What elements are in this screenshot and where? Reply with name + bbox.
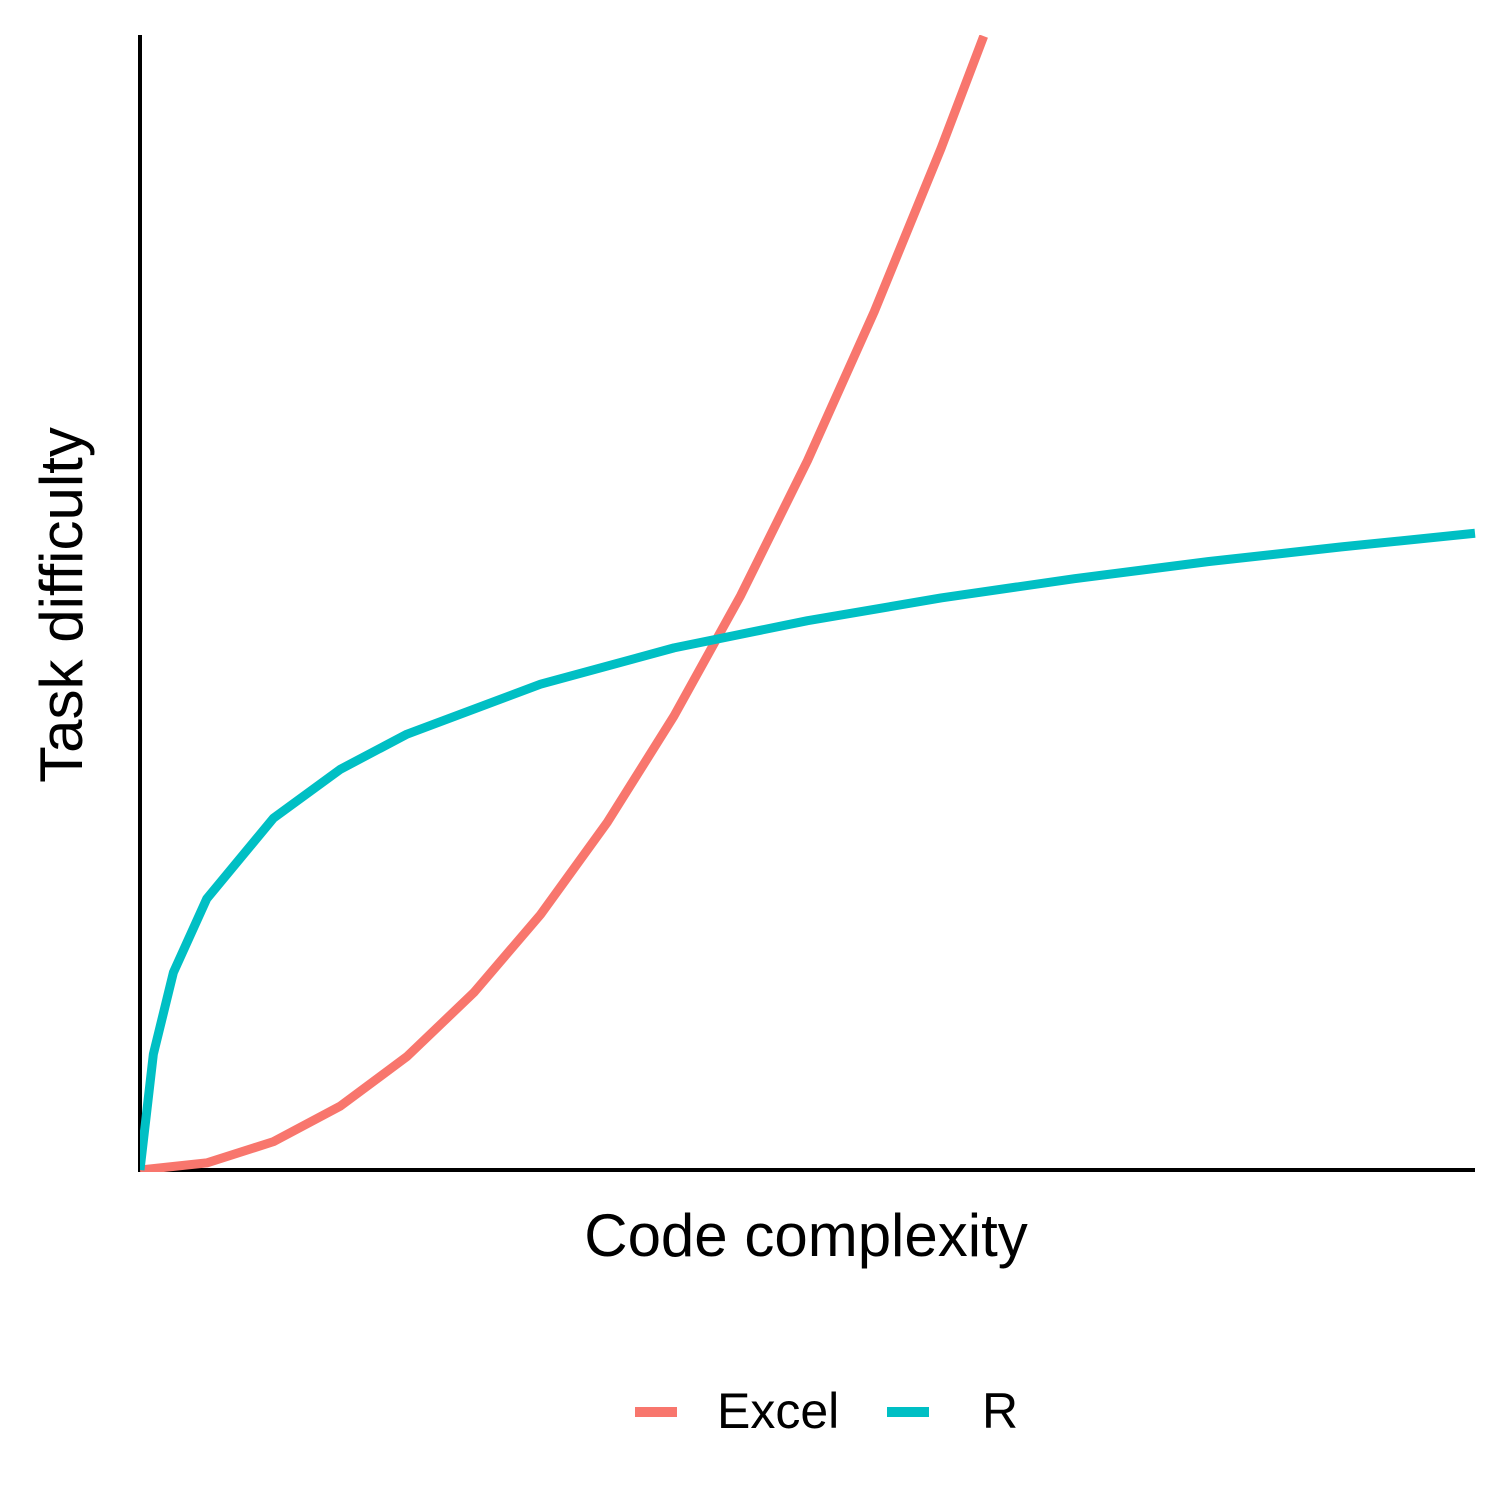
- x-axis-label: Code complexity: [584, 1202, 1028, 1269]
- line-series: [140, 528, 1476, 1171]
- y-axis-label: Task difficulty: [28, 427, 95, 783]
- legend: Excel R: [635, 1383, 1018, 1439]
- legend-label: R: [982, 1383, 1018, 1439]
- plot-area: [140, 35, 1476, 1172]
- legend-label: Excel: [717, 1383, 839, 1439]
- line-series: [140, 35, 988, 1172]
